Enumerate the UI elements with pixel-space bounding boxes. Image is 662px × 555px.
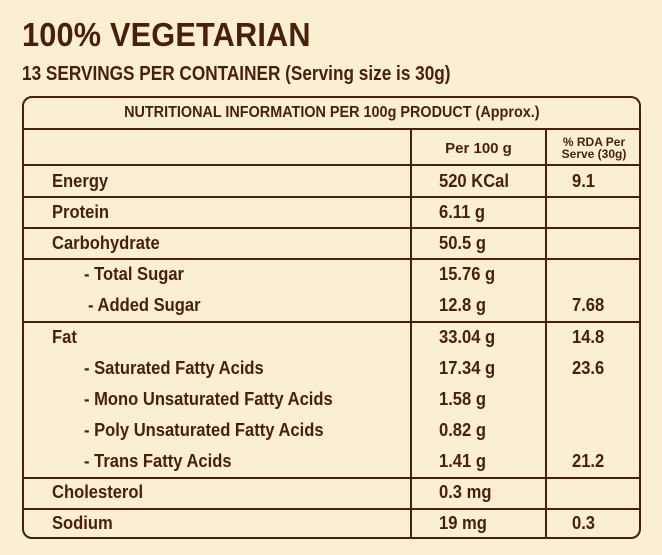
row-label: Energy: [52, 171, 109, 191]
nutrition-table: NUTRITIONAL INFORMATION PER 100g PRODUCT…: [22, 96, 641, 539]
row-per100: 15.76 g: [439, 264, 496, 284]
row-divider: [24, 196, 639, 198]
row-label: - Trans Fatty Acids: [84, 451, 232, 471]
row-per100: 50.5 g: [439, 233, 486, 253]
row-label: - Mono Unsaturated Fatty Acids: [84, 389, 333, 409]
row-per100: 19 mg: [439, 513, 487, 533]
table-heading: NUTRITIONAL INFORMATION PER 100g PRODUCT…: [24, 98, 639, 130]
row-per100: 33.04 g: [439, 327, 496, 347]
row-label: Sodium: [52, 513, 113, 533]
row-divider: [24, 508, 639, 510]
per100-column-header: Per 100 g: [445, 140, 512, 157]
row-rda: 9.1: [572, 171, 596, 191]
row-rda: 14.8: [572, 327, 605, 347]
row-per100: 0.82 g: [439, 420, 486, 440]
row-per100: 1.41 g: [439, 451, 486, 471]
rda-header-line2: Serve (30g): [561, 147, 627, 161]
row-label: - Saturated Fatty Acids: [84, 358, 264, 378]
row-per100: 1.58 g: [439, 389, 486, 409]
page-title: 100% VEGETARIAN: [22, 16, 311, 53]
row-label: - Total Sugar: [84, 264, 184, 284]
row-rda: 7.68: [572, 295, 605, 315]
row-rda: 23.6: [572, 358, 605, 378]
row-divider: [24, 477, 639, 479]
column-divider: [410, 128, 412, 537]
row-label: - Poly Unsaturated Fatty Acids: [84, 420, 324, 440]
row-per100: 6.11 g: [439, 202, 486, 222]
row-per100: 12.8 g: [439, 295, 486, 315]
row-divider: [24, 321, 639, 323]
servings-subtitle: 13 SERVINGS PER CONTAINER (Serving size …: [22, 63, 451, 85]
row-label: Protein: [52, 202, 110, 222]
row-divider: [24, 164, 639, 166]
row-divider: [24, 258, 639, 260]
row-label: Cholesterol: [52, 482, 144, 502]
rda-column-header: % RDA Per Serve (30g): [547, 135, 639, 161]
table-heading-text: NUTRITIONAL INFORMATION PER 100g PRODUCT…: [123, 104, 540, 121]
row-label: Fat: [52, 327, 77, 347]
row-label: - Added Sugar: [88, 295, 201, 315]
row-rda: 21.2: [572, 451, 605, 471]
row-per100: 17.34 g: [439, 358, 496, 378]
row-per100: 520 KCal: [439, 171, 509, 191]
row-divider: [24, 227, 639, 229]
row-rda: 0.3: [572, 513, 596, 533]
rda-header-line1: % RDA Per: [562, 135, 626, 149]
column-divider: [545, 128, 547, 537]
row-label: Carbohydrate: [52, 233, 160, 253]
row-per100: 0.3 mg: [439, 482, 492, 502]
